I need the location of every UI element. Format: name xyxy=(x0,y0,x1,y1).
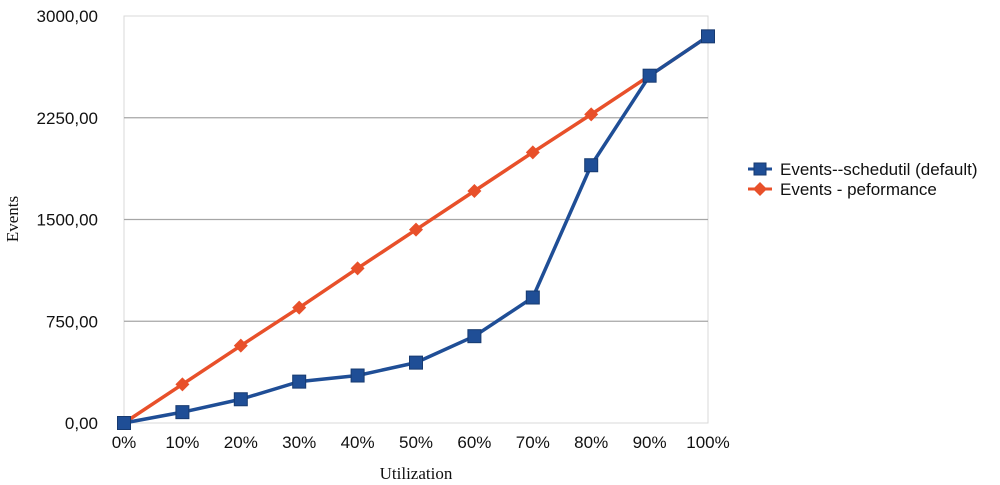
legend-item-performance: Events - peformance xyxy=(748,180,937,199)
x-tick-label: 100% xyxy=(686,433,729,452)
data-point-performance xyxy=(233,338,248,353)
data-point-performance xyxy=(467,184,482,199)
gridlines xyxy=(124,117,708,322)
y-axis-title: Events xyxy=(3,196,22,242)
x-axis-tick-labels: 0% 10% 20% 30% 40% 50% 60% 70% 80% 90% 100% xyxy=(112,433,730,452)
data-point-schedutil xyxy=(175,405,190,420)
series-markers xyxy=(117,29,715,430)
data-point-performance xyxy=(525,145,540,160)
data-point-schedutil xyxy=(409,355,423,370)
x-tick-label: 70% xyxy=(516,433,550,452)
x-axis-title: Utilization xyxy=(380,464,453,483)
y-tick-label: 750,00 xyxy=(46,312,98,331)
data-point-schedutil xyxy=(525,290,540,305)
legend-marker-schedutil xyxy=(753,162,767,176)
legend-item-schedutil: Events--schedutil (default) xyxy=(748,160,977,179)
y-tick-label: 1500,00 xyxy=(37,211,98,230)
data-point-performance xyxy=(584,107,599,122)
y-tick-label: 0,00 xyxy=(65,414,98,433)
data-point-schedutil xyxy=(350,368,365,383)
data-point-schedutil xyxy=(292,374,307,389)
legend-marker-performance xyxy=(753,182,767,196)
data-point-schedutil xyxy=(584,158,599,173)
legend-label-performance: Events - peformance xyxy=(780,180,937,199)
x-tick-label: 80% xyxy=(574,433,608,452)
x-tick-label: 30% xyxy=(282,433,316,452)
x-tick-label: 0% xyxy=(112,433,137,452)
legend: Events--schedutil (default) Events - pef… xyxy=(748,160,977,199)
y-tick-label: 3000,00 xyxy=(37,7,98,26)
x-tick-label: 90% xyxy=(633,433,667,452)
data-point-schedutil xyxy=(701,29,715,44)
y-tick-label: 2250,00 xyxy=(37,109,98,128)
x-tick-label: 60% xyxy=(457,433,491,452)
data-point-performance xyxy=(350,261,365,276)
x-tick-label: 50% xyxy=(399,433,433,452)
x-tick-label: 20% xyxy=(224,433,258,452)
data-point-performance xyxy=(175,377,190,392)
data-point-schedutil xyxy=(117,416,131,430)
data-point-schedutil xyxy=(642,68,657,83)
legend-label-schedutil: Events--schedutil (default) xyxy=(780,160,977,179)
data-point-schedutil xyxy=(233,392,248,407)
data-point-performance xyxy=(409,222,423,237)
y-axis-tick-labels: 0,00 750,00 1500,00 2250,00 3000,00 xyxy=(37,7,98,433)
data-point-performance xyxy=(292,300,307,315)
x-tick-label: 10% xyxy=(165,433,199,452)
x-tick-label: 40% xyxy=(341,433,375,452)
data-point-schedutil xyxy=(467,329,482,344)
